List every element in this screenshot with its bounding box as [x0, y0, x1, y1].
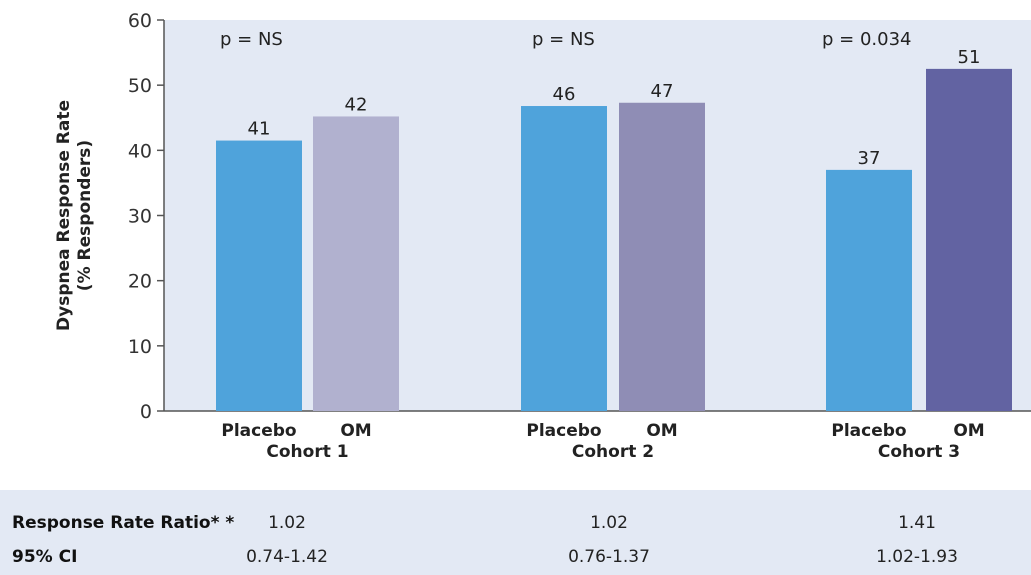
bar-cohort-1-placebo: [216, 140, 302, 411]
bar-value-label: 46: [553, 84, 576, 105]
ci-label: 95% CI: [12, 547, 78, 567]
group-label-cohort-1: Cohort 1: [266, 442, 348, 462]
bar-cohort-2-om: [619, 102, 705, 412]
response-rate-ratio-label: Response Rate Ratio* *: [12, 513, 235, 533]
stats-table-band: [0, 490, 1031, 575]
bar-value-label: 37: [858, 148, 881, 169]
bar-cohort-1-om: [313, 116, 399, 412]
y-tick-label: 30: [128, 206, 152, 228]
bar-cohort-2-placebo: [521, 106, 607, 412]
x-tick-label: OM: [646, 421, 677, 441]
p-value-cohort-2: p = NS: [532, 29, 595, 50]
ratio-value-cohort-1: 1.02: [268, 513, 306, 533]
bar-value-label: 42: [345, 94, 368, 115]
bar-value-label: 47: [651, 81, 674, 102]
y-tick-label: 50: [128, 75, 152, 97]
y-axis-label-line2: (% Responders): [75, 140, 95, 291]
ci-value-cohort-3: 1.02-1.93: [876, 547, 958, 567]
ci-value-cohort-2: 0.76-1.37: [568, 547, 650, 567]
p-value-cohort-3: p = 0.034: [822, 29, 911, 50]
ratio-value-cohort-3: 1.41: [898, 513, 936, 533]
bar-cohort-3-om: [926, 68, 1012, 411]
bar-value-label: 51: [958, 47, 981, 68]
y-tick-label: 10: [128, 336, 152, 358]
x-tick-label: Placebo: [831, 421, 906, 441]
x-tick-label: OM: [340, 421, 371, 441]
bar-value-label: 41: [248, 119, 271, 140]
bar-chart: 0 10 20 30 40 50 60 Dyspnea Response Rate (% Res…: [54, 10, 1031, 462]
x-tick-label: Placebo: [526, 421, 601, 441]
group-label-cohort-2: Cohort 2: [572, 442, 654, 462]
y-tick-label: 60: [128, 10, 152, 32]
y-tick-label: 0: [140, 401, 152, 423]
y-axis-label-line1: Dyspnea Response Rate: [54, 100, 74, 331]
ratio-value-cohort-2: 1.02: [590, 513, 628, 533]
y-axis-label: Dyspnea Response Rate (% Responders): [54, 100, 95, 331]
ci-value-cohort-1: 0.74-1.42: [246, 547, 328, 567]
y-tick-label: 20: [128, 271, 152, 293]
p-value-cohort-1: p = NS: [220, 29, 283, 50]
group-label-cohort-3: Cohort 3: [878, 442, 960, 462]
x-tick-label: OM: [953, 421, 984, 441]
bar-cohort-3-placebo: [826, 169, 912, 411]
y-tick-label: 40: [128, 140, 152, 162]
x-tick-label: Placebo: [221, 421, 296, 441]
